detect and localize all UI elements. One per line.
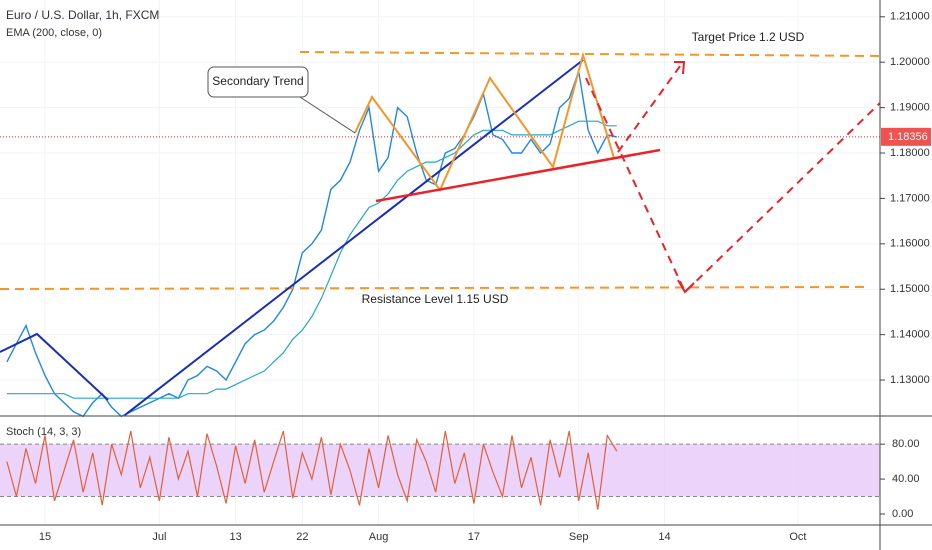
y2-tick-label: 80.00 <box>892 438 920 450</box>
y-tick-label: 1.20000 <box>890 56 930 68</box>
resistance-line <box>0 286 866 290</box>
oscillator-label: Stoch (14, 3, 3) <box>6 426 81 438</box>
annotation: Resistance Level 1.15 USD <box>362 292 509 306</box>
annotation: Secondary Trend <box>212 74 303 88</box>
ema-line <box>6 120 617 399</box>
drawings <box>0 51 881 416</box>
stoch-line <box>6 430 618 510</box>
stoch-band <box>0 444 880 497</box>
arrow-head <box>674 61 686 75</box>
trend-line <box>124 59 584 416</box>
callout-pointer <box>299 96 356 134</box>
y-tick-label: 1.13000 <box>890 374 930 386</box>
y-tick-label: 1.19000 <box>890 102 930 114</box>
zigzag <box>354 51 615 192</box>
arrow-head <box>677 279 695 294</box>
x-tick-label: Sep <box>569 531 589 543</box>
indicator-label: EMA (200, close, 0) <box>6 27 102 39</box>
x-tick-label: 13 <box>229 531 241 543</box>
y-tick-label: 1.21000 <box>890 11 930 23</box>
last-price-label: 1.18356 <box>888 131 928 143</box>
price-pane <box>0 0 880 525</box>
y-tick-label: 1.14000 <box>890 329 930 341</box>
callout <box>207 66 309 98</box>
chart-title: Euro / U.S. Dollar, 1h, FXCM <box>6 8 159 22</box>
x-tick-label: 17 <box>468 531 480 543</box>
y-tick-label: 1.16000 <box>890 238 930 250</box>
y-tick-label: 1.17000 <box>890 192 930 204</box>
stoch-pane <box>0 430 880 510</box>
target-line <box>299 51 881 57</box>
x-tick-label: Jul <box>152 531 166 543</box>
x-tick-label: 14 <box>658 531 670 543</box>
x-tick-label: 22 <box>296 531 308 543</box>
x-tick-label: 15 <box>39 531 51 543</box>
y-tick-label: 1.18000 <box>890 147 930 159</box>
y2-tick-label: 40.00 <box>892 473 920 485</box>
y2-tick-label: 0.00 <box>892 508 913 520</box>
y-tick-label: 1.15000 <box>890 283 930 295</box>
support-line <box>375 148 661 203</box>
trend-line <box>0 332 109 401</box>
x-tick-label: Oct <box>789 531 806 543</box>
price-line <box>6 71 617 418</box>
last-price-box <box>881 127 931 146</box>
x-tick-label: Aug <box>369 531 389 543</box>
projection <box>617 61 684 153</box>
annotation: Target Price 1.2 USD <box>692 30 805 44</box>
